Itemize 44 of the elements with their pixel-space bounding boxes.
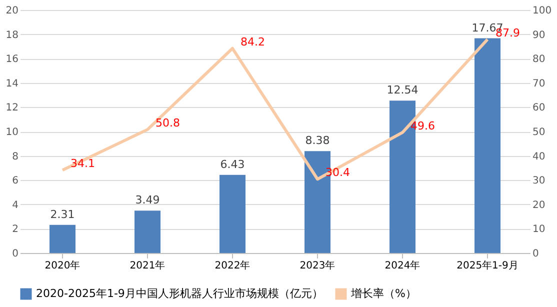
y-tick-label: 18	[6, 30, 18, 41]
y-tick-label: 0	[12, 248, 18, 260]
y-tick-label: 14	[6, 78, 18, 90]
data-label: 8.38	[305, 134, 330, 148]
y-tick-label: 20	[6, 6, 18, 16]
x-tick-label: 2020年	[44, 260, 80, 272]
bar	[220, 174, 246, 253]
x-tick-label: 2025年1-9月	[456, 260, 518, 272]
legend-label: 2020-2025年1-9月中国人形机器人行业市场规模（亿元）	[36, 287, 323, 300]
y-tick-label: 16	[6, 54, 18, 66]
bar	[50, 224, 76, 253]
y-tick-label: 6	[12, 176, 18, 187]
y2-tick-label: 10	[532, 224, 546, 236]
x-tick-label: 2022年	[214, 260, 250, 272]
data-label: 6.43	[220, 158, 245, 171]
y-tick-label: 10	[6, 127, 18, 138]
x-tick-label: 2024年	[384, 260, 420, 272]
y2-tick-label: 0	[532, 248, 539, 260]
data-label: 3.49	[135, 194, 160, 207]
y2-tick-label: 60	[532, 102, 546, 114]
x-tick-label: 2023年	[300, 260, 336, 272]
y2-tick-label: 100	[532, 6, 552, 16]
y-tick-label: 4	[12, 200, 18, 211]
data-label: 2.31	[50, 208, 75, 221]
y2-tick-label: 70	[532, 78, 546, 90]
data-label: 34.1	[70, 157, 95, 170]
legend-label: 增长率（%）	[350, 287, 416, 300]
x-tick-label: 2021年	[130, 260, 166, 272]
bar	[134, 210, 160, 253]
y2-tick-label: 80	[532, 54, 546, 66]
y2-tick-label: 30	[532, 176, 546, 187]
y2-tick-label: 20	[532, 200, 546, 211]
line-series	[61, 38, 489, 181]
y-tick-label: 2	[12, 224, 18, 236]
y2-tick-label: 90	[532, 30, 546, 41]
data-label: 12.54	[386, 84, 418, 97]
bar	[474, 38, 500, 253]
y-tick-label: 12	[6, 102, 18, 114]
y2-tick-label: 50	[532, 127, 546, 138]
data-label: 30.4	[326, 166, 350, 180]
data-label: 50.8	[156, 116, 180, 130]
y2-tick-label: 40	[532, 151, 546, 162]
data-label: 84.2	[240, 35, 265, 48]
y-tick-label: 8	[12, 151, 18, 162]
